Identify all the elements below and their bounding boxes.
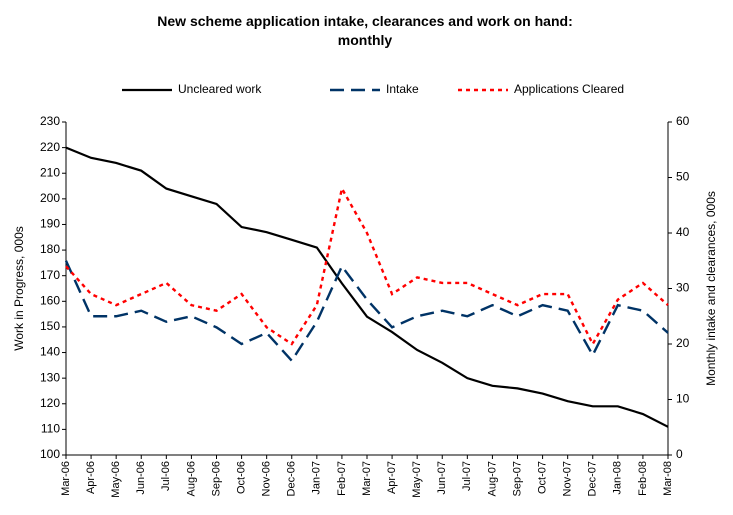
- y2-tick-label: 0: [676, 447, 683, 461]
- y2-tick-label: 60: [676, 114, 690, 128]
- y-tick-label: 210: [40, 165, 60, 179]
- y-tick-label: 120: [40, 396, 60, 410]
- x-tick-label: Jan-07: [311, 461, 323, 495]
- legend-label: Uncleared work: [178, 82, 262, 96]
- y2-tick-label: 30: [676, 281, 690, 295]
- x-tick-label: Oct-07: [536, 461, 548, 494]
- series-line: [65, 185, 669, 347]
- series-line: [64, 260, 669, 363]
- y2-tick-label: 10: [676, 392, 690, 406]
- x-tick-label: Mar-06: [60, 461, 72, 496]
- series-line: [65, 146, 669, 428]
- y-tick-label: 170: [40, 268, 60, 282]
- y-tick-label: 220: [40, 140, 60, 154]
- y-tick-label: 140: [40, 345, 60, 359]
- x-tick-label: Jan-08: [612, 461, 624, 495]
- x-tick-label: Jul-06: [160, 461, 172, 491]
- x-tick-label: Nov-07: [562, 461, 574, 496]
- y2-axis-label: Monthly intake and clearances, 000s: [704, 191, 718, 386]
- x-tick-label: Mar-08: [662, 461, 674, 496]
- x-tick-label: Sep-07: [511, 461, 523, 496]
- x-tick-label: Feb-07: [336, 461, 348, 496]
- y-tick-label: 180: [40, 242, 60, 256]
- y2-tick-label: 20: [676, 336, 690, 350]
- x-tick-label: Feb-08: [637, 461, 649, 496]
- x-tick-label: Jun-07: [436, 461, 448, 495]
- y-tick-label: 230: [40, 114, 60, 128]
- y-axis-label: Work in Progress, 000s: [12, 226, 26, 351]
- x-tick-label: Dec-07: [587, 461, 599, 496]
- x-tick-label: Jun-06: [135, 461, 147, 495]
- x-tick-label: Apr-06: [85, 461, 97, 494]
- x-tick-label: Dec-06: [286, 461, 298, 496]
- y-tick-label: 190: [40, 217, 60, 231]
- y-tick-label: 100: [40, 447, 60, 461]
- x-tick-label: Oct-06: [235, 461, 247, 494]
- y-tick-label: 200: [40, 191, 60, 205]
- x-tick-label: Apr-07: [386, 461, 398, 494]
- x-tick-label: Aug-06: [185, 461, 197, 496]
- y2-tick-label: 50: [676, 170, 690, 184]
- x-tick-label: Jul-07: [461, 461, 473, 491]
- y-tick-label: 150: [40, 319, 60, 333]
- y2-tick-label: 40: [676, 225, 690, 239]
- chart-title: New scheme application intake, clearance…: [157, 13, 573, 48]
- legend-label: Applications Cleared: [514, 82, 624, 96]
- x-tick-label: Aug-07: [486, 461, 498, 496]
- x-tick-label: May-07: [411, 461, 423, 498]
- x-tick-label: Sep-06: [210, 461, 222, 496]
- x-tick-label: Mar-07: [361, 461, 373, 496]
- x-tick-label: May-06: [110, 461, 122, 498]
- y-tick-label: 110: [41, 422, 60, 436]
- x-tick-label: Nov-06: [261, 461, 273, 496]
- y-tick-label: 130: [40, 370, 60, 384]
- legend-label: Intake: [386, 82, 419, 96]
- y-tick-label: 160: [40, 293, 60, 307]
